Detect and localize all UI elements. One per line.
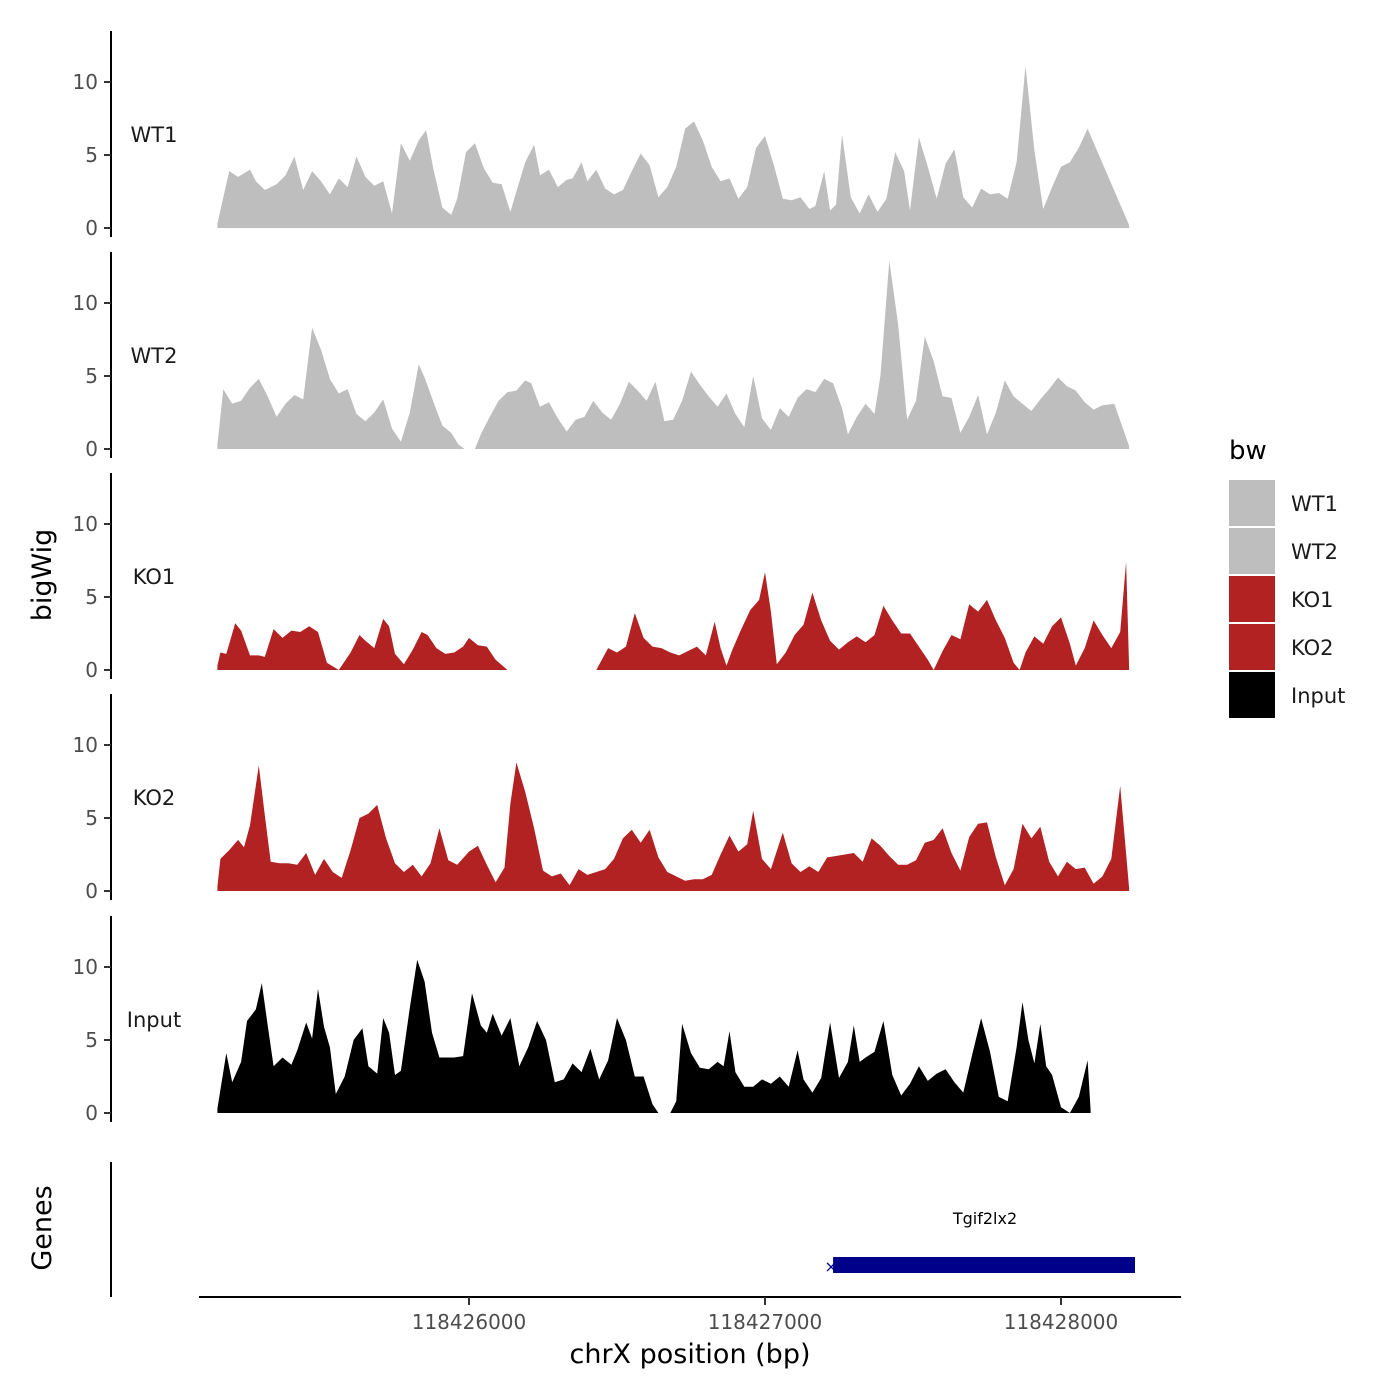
y-tick-label: 5	[85, 143, 98, 167]
gene-label: Tgif2lx2	[952, 1209, 1017, 1228]
legend-label-ko2: KO2	[1291, 636, 1334, 660]
track-wt1: 0 5 10 WT1	[73, 31, 1130, 240]
track-ko2: 0 5 10 KO2	[73, 694, 1130, 903]
track-panels: 0 5 10 WT1 0 5 10 WT2 0 5 10 KO1 0 5 10 KO2 0 5 10 Input	[73, 31, 1130, 1125]
track-ko1-label: KO1	[133, 565, 176, 589]
y-tick-label: 0	[85, 658, 98, 682]
track-ko2-area	[217, 762, 1130, 891]
genes-panel: Tgif2lx2 ×	[110, 1162, 1135, 1297]
track-ko1-area	[217, 562, 1130, 670]
legend-entries: WT1 WT2 KO1 KO2 Input	[1229, 480, 1345, 718]
track-wt2: 0 5 10 WT2	[73, 252, 1130, 461]
legend-label-wt2: WT2	[1291, 540, 1338, 564]
y-tick-label: 0	[85, 216, 98, 240]
x-tick-label: 118426000	[412, 1310, 527, 1334]
y-tick-label: 10	[73, 512, 98, 536]
legend-swatch-wt2	[1229, 528, 1275, 574]
y-tick-label: 10	[73, 733, 98, 757]
y-tick-label: 0	[85, 437, 98, 461]
y-tick-label: 10	[73, 955, 98, 979]
y-tick-label: 10	[73, 70, 98, 94]
y-tick-label: 0	[85, 879, 98, 903]
x-tick-label: 118428000	[1004, 1310, 1119, 1334]
legend-label-input: Input	[1291, 684, 1345, 708]
gene-body	[833, 1257, 1135, 1273]
track-input-area	[217, 959, 1091, 1113]
track-wt1-label: WT1	[131, 123, 178, 147]
y-axis-title: bigWig	[27, 529, 58, 622]
track-wt2-area	[217, 260, 1130, 449]
legend: bw WT1 WT2 KO1 KO2 Input	[1229, 436, 1345, 718]
track-input: 0 5 10 Input	[73, 916, 1091, 1125]
legend-swatch-wt1	[1229, 480, 1275, 526]
x-axis-title: chrX position (bp)	[569, 1339, 810, 1370]
x-axis-ticks: 118426000 118427000 118428000	[412, 1297, 1119, 1334]
y-tick-label: 5	[85, 585, 98, 609]
legend-title: bw	[1229, 436, 1267, 466]
track-ko1: 0 5 10 KO1	[73, 473, 1130, 682]
gene-strand-marker: ×	[824, 1257, 837, 1276]
track-input-label: Input	[127, 1008, 181, 1032]
x-axis: 118426000 118427000 118428000	[199, 1296, 1181, 1334]
legend-swatch-ko2	[1229, 624, 1275, 670]
y-tick-label: 0	[85, 1101, 98, 1125]
legend-label-wt1: WT1	[1291, 492, 1338, 516]
y-tick-label: 5	[85, 1028, 98, 1052]
track-ko2-label: KO2	[133, 786, 176, 810]
x-tick-label: 118427000	[708, 1310, 823, 1334]
legend-swatch-input	[1229, 672, 1275, 718]
legend-swatch-ko1	[1229, 576, 1275, 622]
legend-label-ko1: KO1	[1291, 588, 1334, 612]
track-wt2-label: WT2	[131, 344, 178, 368]
genes-axis-title: Genes	[27, 1185, 58, 1270]
y-tick-label: 5	[85, 806, 98, 830]
y-tick-label: 5	[85, 364, 98, 388]
y-tick-label: 10	[73, 291, 98, 315]
track-wt1-area	[217, 65, 1130, 229]
